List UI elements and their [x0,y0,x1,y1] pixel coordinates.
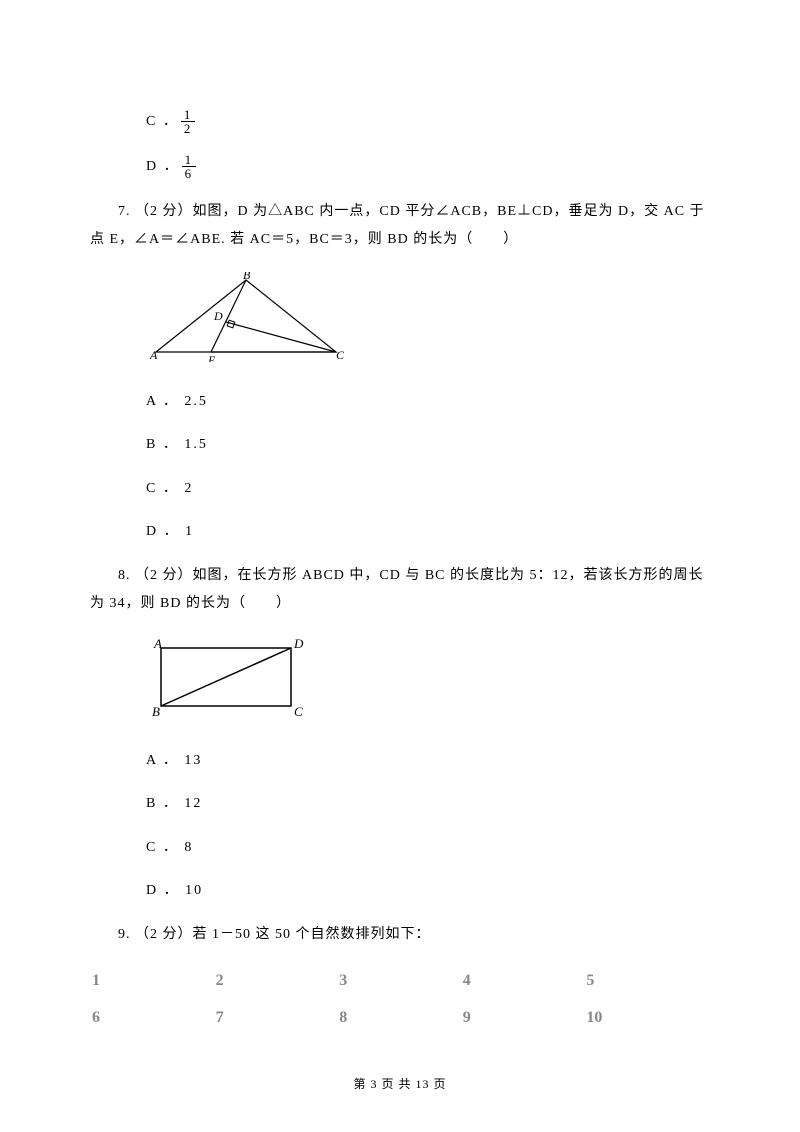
table-row-2: 6 7 8 9 10 [90,1004,710,1033]
q8-option-c: C ． 8 [146,835,710,860]
q8-option-b: B ． 12 [146,791,710,816]
q7-option-d: D ． 1 [146,519,710,544]
svg-text:A: A [149,348,158,362]
question-7-text: 7. （2 分）如图，D 为△ABC 内一点，CD 平分∠ACB，BE⊥CD，垂… [90,198,710,254]
fraction-c: 1 2 [181,108,196,135]
svg-text:B: B [152,704,160,719]
svg-text:D: D [293,636,304,651]
question-8-text: 8. （2 分）如图，在长方形 ABCD 中，CD 与 BC 的长度比为 5：1… [90,562,710,618]
cell: 2 [216,967,340,996]
option-c: C ． 1 2 [146,108,710,135]
figure-q8: A D B C [146,636,710,730]
svg-text:A: A [153,636,162,651]
cell: 6 [92,1004,216,1033]
cell: 8 [339,1004,463,1033]
option-d: D ． 1 6 [146,153,710,180]
q8-option-a: A ． 13 [146,748,710,773]
q7-option-b: B ． 1.5 [146,432,710,457]
page-footer: 第 3 页 共 13 页 [0,1074,800,1096]
cell: 5 [586,967,710,996]
svg-text:B: B [243,272,251,282]
cell: 7 [216,1004,340,1033]
cell: 4 [463,967,587,996]
fraction-d: 1 6 [182,153,197,180]
svg-text:C: C [336,348,345,362]
q8-option-d: D ． 10 [146,878,710,903]
option-d-prefix: D ． [146,154,180,179]
cell: 9 [463,1004,587,1033]
svg-text:D: D [213,309,223,323]
table-row-1: 1 2 3 4 5 [90,967,710,996]
cell: 1 [92,967,216,996]
q7-option-a: A ． 2.5 [146,389,710,414]
q7-option-c: C ． 2 [146,476,710,501]
cell: 3 [339,967,463,996]
option-c-prefix: C ． [146,109,179,134]
svg-text:C: C [294,704,303,719]
question-9-text: 9. （2 分）若 1－50 这 50 个自然数排列如下： [90,921,710,949]
figure-q7: A B C D E [146,272,710,371]
svg-text:E: E [207,353,216,362]
cell: 10 [586,1004,710,1033]
